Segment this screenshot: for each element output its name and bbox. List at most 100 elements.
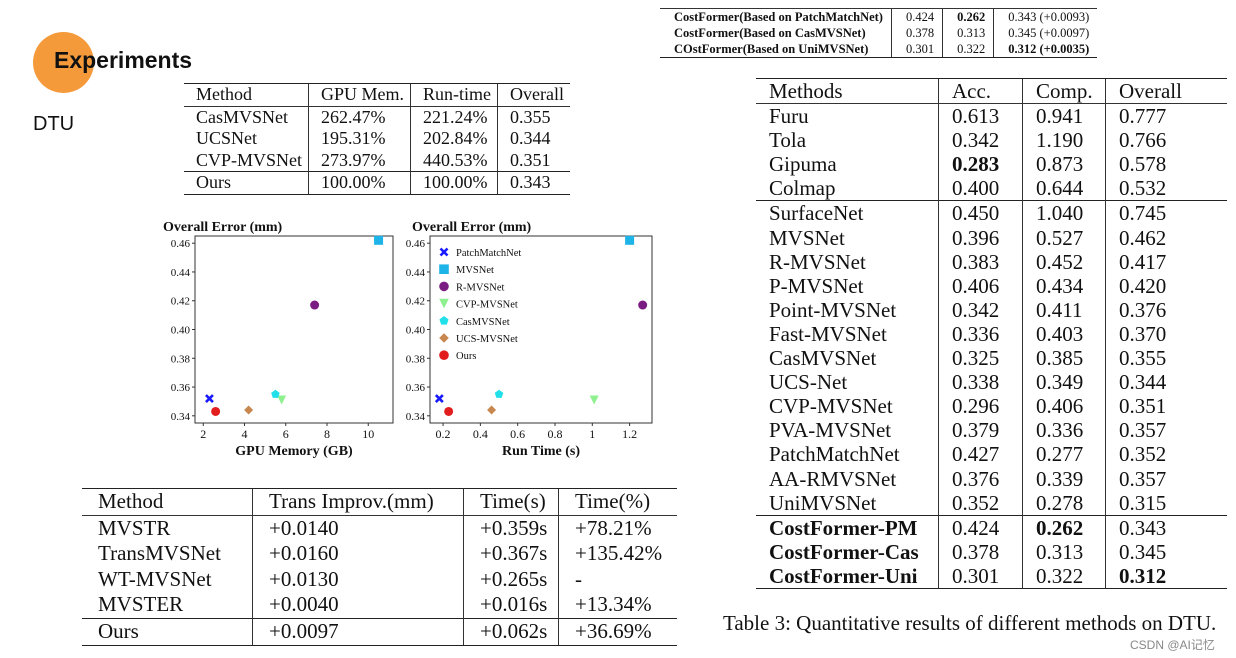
table-cell: 0.301 (938, 563, 1023, 589)
table-row: Gipuma 0.283 0.873 0.578 (756, 152, 1227, 177)
header-cell: GPU Mem. (308, 83, 411, 107)
table-cell: 0.644 (1022, 176, 1106, 201)
table-cell: +0.0097 (252, 617, 464, 646)
table-cell: 0.301 (890, 41, 943, 58)
table-cell: 0.312 (+0.0035) (993, 41, 1098, 58)
x-tick-label: 1.2 (622, 427, 637, 441)
table-cell: CostFormer-Uni (756, 563, 939, 589)
table-cell: 0.379 (938, 418, 1023, 443)
data-point-ucs-mvsnet (244, 405, 254, 415)
table-cell: 0.357 (1105, 418, 1227, 443)
data-point-patchmatchnet (434, 394, 444, 403)
table-cell: 0.766 (1105, 128, 1227, 153)
table-cell: Gipuma (769, 152, 837, 177)
legend-marker (439, 247, 449, 257)
legend-marker (439, 264, 449, 274)
y-tick-label: 0.46 (406, 238, 426, 250)
table-cell: 0.385 (1022, 346, 1106, 371)
table-cell: UniMVSNet (769, 490, 877, 515)
table-row: TransMVSNet +0.0160 +0.367s +135.42% (82, 541, 677, 567)
x-tick-label: 0.4 (473, 427, 488, 441)
table-cell: 0.313 (1022, 539, 1106, 564)
table-caption: Table 3: Quantitative results of differe… (723, 611, 1217, 635)
table-cell: 0.351 (497, 149, 571, 172)
table-cell: 0.376 (938, 466, 1023, 491)
table-cell: 0.336 (1022, 418, 1106, 443)
y-tick-label: 0.40 (171, 325, 191, 337)
section-accent-circle (33, 32, 94, 93)
table-cell: +78.21% (558, 515, 677, 542)
y-tick-label: 0.36 (171, 382, 191, 394)
table-row: Point-MVSNet 0.342 0.411 0.376 (756, 297, 1227, 322)
table-cell: CostFormer-Cas (769, 539, 919, 564)
table-cell: 0.357 (1105, 466, 1227, 491)
chart-run-time: Overall Error (mm) 0.34 0.36 0.38 0.40 0.42 0.… (406, 220, 653, 459)
table-cell: 0.532 (1105, 176, 1227, 201)
table-row: PatchMatchNet 0.427 0.277 0.352 (756, 442, 1227, 467)
x-tick-label: 2 (200, 427, 206, 441)
table-cell: +0.062s (463, 617, 559, 646)
legend-marker (439, 350, 449, 360)
table-cell: CVP-MVSNet (196, 149, 303, 170)
table-row: SurfaceNet 0.450 1.040 0.745 (756, 200, 1227, 226)
trans-improvement-table: Method Trans Improv.(mm) Time(s) Time(%)… (82, 488, 677, 646)
table-cell: PatchMatchNet (769, 442, 900, 467)
y-tick-label: 0.44 (171, 267, 191, 279)
y-tick-label: 0.38 (171, 353, 191, 365)
table-row: CostFormer(Based on PatchMatchNet) 0.424… (660, 8, 1098, 25)
table-cell: +0.0160 (252, 541, 464, 567)
legend-label: PatchMatchNet (456, 248, 521, 259)
table-cell: 0.406 (1022, 394, 1106, 419)
table-cell: CVP-MVSNet (769, 394, 893, 419)
table-cell: 0.613 (938, 103, 1023, 129)
dtu-results-table: Methods Acc. Comp. Overall Furu 0.613 0.94… (756, 77, 1227, 589)
marker-stroke (434, 394, 444, 403)
table-cell: 0.406 (938, 273, 1023, 298)
table-cell: Point-MVSNet (769, 297, 897, 322)
data-point-ours (211, 406, 221, 416)
table-cell: CostFormer(Based on CasMVSNet) (674, 26, 866, 40)
y-tick-label: 0.42 (406, 296, 425, 308)
header-cell: Method (184, 83, 309, 107)
table-cell: 0.278 (1022, 490, 1106, 516)
data-point-mvsnet (625, 235, 635, 245)
chart-title: Overall Error (mm) (163, 220, 283, 235)
data-point-mvsnet (374, 235, 384, 245)
table-cell: +0.0130 (252, 566, 464, 593)
table-row: UCS-Net 0.338 0.349 0.344 (756, 370, 1227, 395)
table-row: CasMVSNet 262.47% 221.24% 0.355 (184, 106, 571, 128)
table-cell: Tola (769, 128, 807, 153)
legend-label: CVP-MVSNet (456, 300, 518, 311)
table-cell: +135.42% (558, 541, 677, 567)
y-tick-label: 0.44 (406, 267, 426, 279)
table-row: COstFormer(Based on UniMVSNet) 0.301 0.3… (660, 41, 1098, 58)
table-cell: CasMVSNet (196, 106, 289, 127)
header-cell: Trans Improv.(mm) (252, 488, 464, 516)
table-cell: 195.31% (308, 128, 411, 150)
table-cell: 0.344 (1105, 370, 1227, 395)
x-tick-label: 0.6 (510, 427, 525, 441)
x-tick-label: 4 (242, 427, 248, 441)
table-cell: 0.312 (1105, 563, 1227, 589)
table-cell: SurfaceNet (756, 200, 939, 226)
x-axis-label: GPU Memory (GB) (235, 444, 353, 459)
header-cell: Method (82, 488, 253, 516)
table-row-ours: Ours +0.0097 +0.062s +36.69% (82, 617, 677, 646)
table-cell: COstFormer(Based on UniMVSNet) (660, 41, 892, 58)
header-cell: Comp. (1022, 77, 1106, 105)
table-cell: 0.343 (1105, 514, 1227, 540)
table-cell: 0.376 (1105, 297, 1227, 322)
table-cell: +0.016s (463, 592, 559, 619)
table-cell: 100.00% (308, 171, 411, 195)
marker-stroke (439, 247, 449, 257)
y-tick-label: 0.34 (406, 411, 426, 423)
table-cell: 0.345 (+0.0097) (993, 25, 1098, 41)
table-row: R-MVSNet 0.383 0.452 0.417 (756, 249, 1227, 274)
table-cell: 0.424 (938, 514, 1023, 540)
x-tick-label: 6 (283, 427, 289, 441)
y-tick-label: 0.34 (171, 411, 191, 423)
table-cell: 440.53% (410, 149, 498, 172)
table-cell: 0.420 (1105, 273, 1227, 298)
table-cell: CostFormer-PM (756, 514, 939, 540)
table-cell: MVSTR (98, 515, 171, 540)
